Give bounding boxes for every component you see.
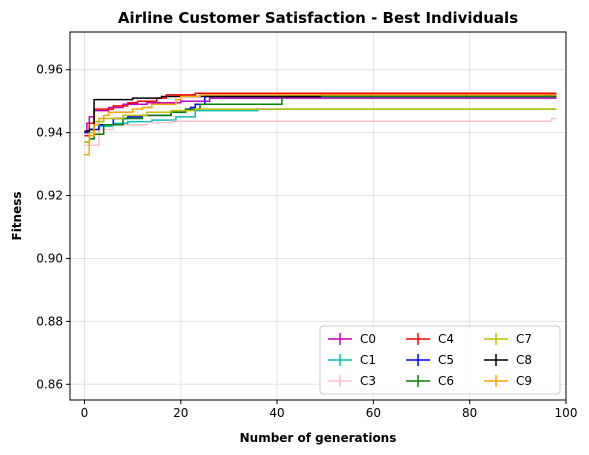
chart-title: Airline Customer Satisfaction - Best Ind… [118,9,518,27]
y-tick-label: 0.86 [36,377,63,391]
legend-label-c6: C6 [438,374,454,388]
x-tick-label: 0 [81,406,89,420]
series-line-c9 [84,95,556,155]
series-line-c7 [84,109,556,142]
legend-label-c8: C8 [516,353,532,367]
series-line-c8 [84,95,556,131]
x-tick-label: 60 [366,406,381,420]
legend-label-c7: C7 [516,332,532,346]
x-axis-label: Number of generations [240,431,397,445]
y-tick-label: 0.88 [36,314,63,328]
y-tick-label: 0.96 [36,63,63,77]
y-tick-label: 0.94 [36,126,63,140]
legend-label-c5: C5 [438,353,454,367]
legend-label-c3: C3 [360,374,376,388]
y-axis-label: Fitness [10,191,24,240]
y-tick-label: 0.90 [36,251,63,265]
legend-label-c9: C9 [516,374,532,388]
series-line-c3 [84,119,556,146]
x-tick-label: 40 [269,406,284,420]
legend-label-c4: C4 [438,332,454,346]
series-line-c4 [84,93,556,136]
series-line-c1 [84,109,556,145]
series-layer [84,93,556,154]
x-tick-label: 20 [173,406,188,420]
legend-label-c1: C1 [360,353,376,367]
legend-label-c0: C0 [360,332,376,346]
y-tick-label: 0.92 [36,189,63,203]
legend: C0 C1 C3 C4 C5 C6 C7 C8 C9 [320,326,560,394]
x-tick-label: 100 [555,406,578,420]
x-tick-label: 80 [462,406,477,420]
